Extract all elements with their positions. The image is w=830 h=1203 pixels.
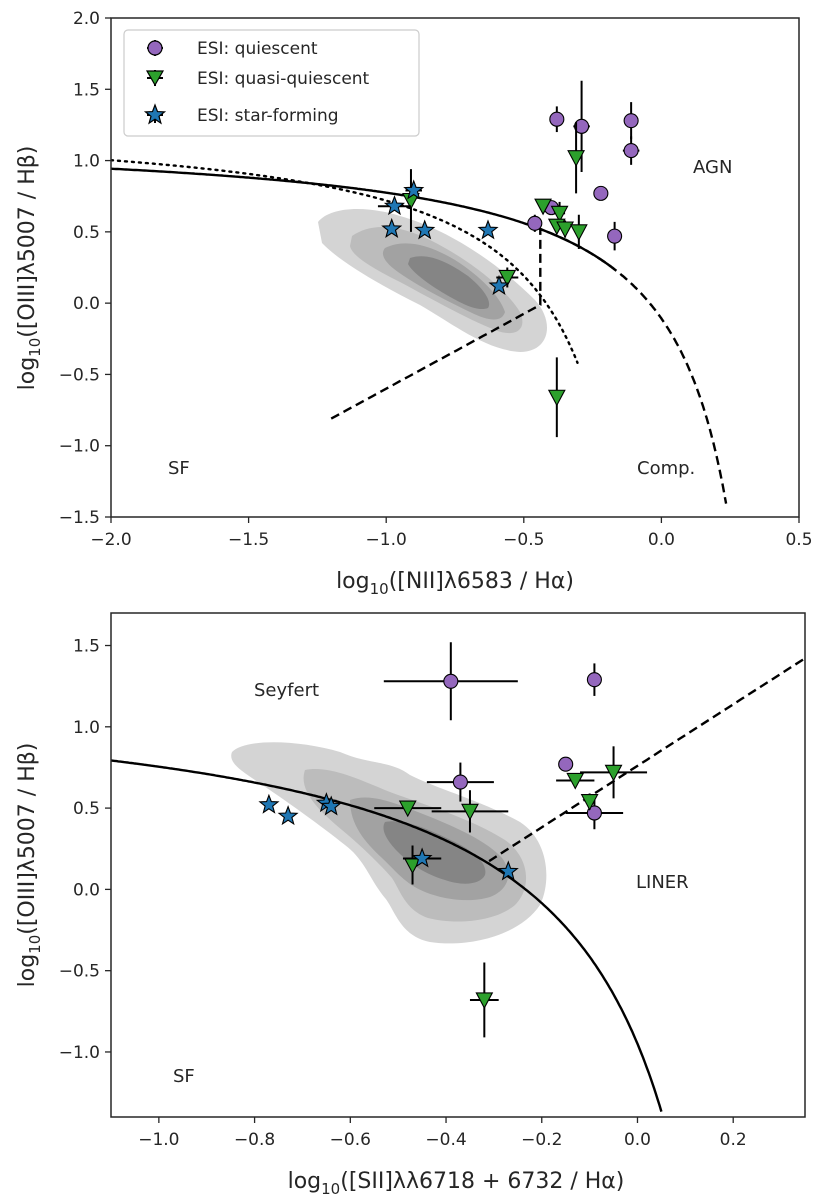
region-label-liner: LINER [636,872,689,893]
top-point-quiescent [573,80,590,172]
bottom-y-axis-label: log10([OIII]λ5007 / Hβ) [15,743,44,988]
bottom-point-star-forming [497,860,519,881]
top-point-quasi-quiescent [547,357,566,438]
legend-marker-quasi-quiescent [145,70,165,87]
bottom-x-axis-label: log10([SII]λλ6718 + 6732 / Hα) [288,1169,625,1198]
top-point-quiescent [593,185,609,201]
top-x-tick-label: −1.5 [228,530,269,550]
bottom-x-tick-label: 0.2 [720,1130,747,1150]
region-label-sf-bottom: SF [173,1066,195,1087]
bottom-point-quiescent [426,762,494,802]
top-point-star-forming [414,219,436,240]
top-x-axis-label: log10([NII]λ6583 / Hα) [336,569,574,598]
top-y-tick-label: 2.0 [73,9,100,29]
region-label-seyfert: Seyfert [254,680,319,701]
bottom-point-quasi-quiescent [431,790,509,833]
bottom-panel: −1.0 −0.8 −0.6 −0.4 −0.2 0.0 0.2 −1.0 −0.5 0.0 0.5… [15,612,806,1198]
top-point-quiescent [622,136,640,165]
top-ticks: −2.0 −1.5 −1.0 −0.5 0.0 0.5−1.5−1.0−0.50.00.5… [59,9,813,550]
region-label-sf-top: SF [168,458,190,479]
bottom-y-tick-label: −1.0 [59,1043,100,1063]
top-y-tick-label: 1.5 [73,80,100,100]
bottom-point-star-forming [277,805,299,826]
top-point-star-forming [377,195,411,216]
top-data-points [377,80,640,438]
kewley-sii-curve [111,759,663,1112]
bottom-x-tick-label: −0.8 [234,1130,275,1150]
legend-box [123,29,420,137]
bottom-point-quasi-quiescent [374,800,442,818]
top-point-star-forming [381,217,403,238]
bottom-y-tick-label: 1.0 [73,718,100,738]
top-point-quasi-quiescent [567,122,586,194]
bottom-x-tick-label: −0.4 [425,1130,466,1150]
bottom-x-tick-label: −0.6 [330,1130,371,1150]
top-point-star-forming [403,179,425,200]
bottom-point-quiescent [558,756,574,772]
region-label-agn: AGN [693,157,732,178]
bottom-point-star-forming [402,847,442,868]
top-contour-level-4 [408,256,490,310]
top-point-star-forming [488,274,510,295]
top-y-tick-label: 0.0 [73,294,100,314]
bottom-point-star-forming [258,793,280,814]
top-point-quasi-quiescent [569,214,588,249]
bottom-point-quasi-quiescent [580,746,648,799]
bottom-data-points [258,642,648,1038]
legend-label-quasi-quiescent: ESI: quasi-quiescent [197,69,370,89]
top-y-tick-label: 0.5 [73,223,100,243]
top-point-quiescent [623,102,639,140]
top-point-quiescent [607,221,623,251]
bottom-ticks: −1.0 −0.8 −0.6 −0.4 −0.2 0.0 0.2 −1.0 −0.5 0.0 0.5… [59,637,747,1150]
kauffmann-curve [111,159,579,364]
top-x-tick-label: 0.5 [785,530,812,550]
seyfert-liner-line [488,657,805,863]
top-point-quiescent [527,214,543,232]
bottom-y-tick-label: −0.5 [59,962,100,982]
bottom-x-tick-label: −0.2 [521,1130,562,1150]
bottom-point-quiescent [383,642,518,721]
legend-marker-star-forming [143,103,167,125]
bottom-point-star-forming [320,795,342,816]
top-point-quiescent [549,106,565,133]
bottom-y-tick-label: 0.5 [73,799,100,819]
legend: ESI: quiescent ESI: quasi-quiescent ESI:… [123,29,420,137]
top-x-tick-label: −2.0 [90,530,131,550]
bottom-point-quasi-quiescent [556,772,595,790]
top-y-tick-label: −0.5 [59,365,100,385]
top-panel: −2.0 −1.5 −1.0 −0.5 0.0 0.5−1.5−1.0−0.50.00.5… [15,9,813,598]
legend-marker-quiescent [147,40,163,56]
top-x-tick-label: 0.0 [648,530,675,550]
schawinski-curve [330,227,728,504]
top-point-quasi-quiescent [556,220,574,239]
top-y-tick-label: 1.0 [73,152,100,172]
region-label-composite: Comp. [637,458,695,479]
top-point-star-forming [477,219,499,240]
bottom-point-quiescent [586,663,602,696]
legend-label-quiescent: ESI: quiescent [197,39,318,59]
top-y-tick-label: −1.5 [59,508,100,528]
top-axes-frame [110,17,800,518]
top-x-tick-label: −1.0 [366,530,407,550]
bottom-point-quasi-quiescent [469,962,499,1038]
top-y-tick-label: −1.0 [59,437,100,457]
top-demarcation-curves [111,159,728,504]
top-y-axis-label: log10([OIII]λ5007 / Hβ) [15,146,44,391]
bottom-y-tick-label: 0.0 [73,880,100,900]
bottom-x-tick-label: 0.0 [624,1130,651,1150]
bottom-contour-level-4 [383,821,486,884]
bottom-contours [231,742,547,944]
legend-label-star-forming: ESI: star-forming [197,106,339,126]
bottom-demarcation-curves [111,657,805,1112]
top-x-tick-label: −0.5 [503,530,544,550]
top-point-quasi-quiescent [534,198,552,216]
top-contours [318,209,547,352]
bottom-axes-frame [110,612,806,1118]
bottom-y-tick-label: 1.5 [73,637,100,657]
bottom-x-tick-label: −1.0 [138,1130,179,1150]
bottom-point-quasi-quiescent [580,793,599,811]
bottom-point-quiescent [565,796,624,830]
